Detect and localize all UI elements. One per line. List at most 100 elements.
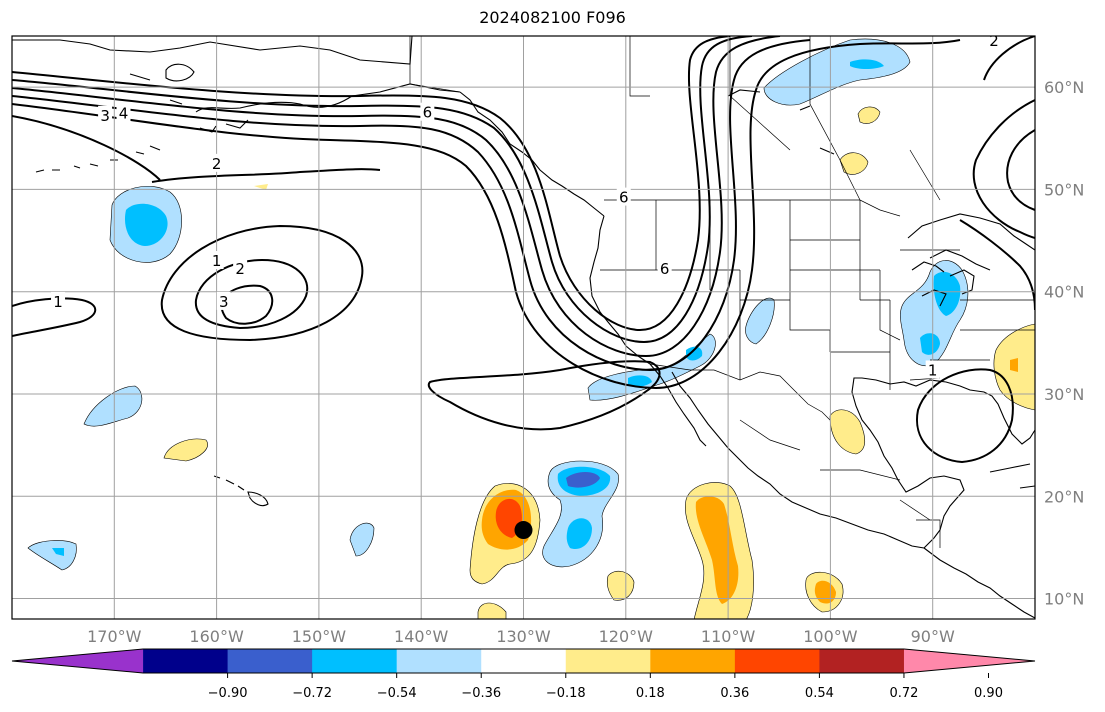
colorbar-tick-label: 0.18 <box>636 686 665 701</box>
contour-label-bg <box>209 251 224 270</box>
contour-label: 1 <box>928 361 938 379</box>
contour-line <box>959 219 1035 311</box>
contour-label: 4 <box>119 105 129 123</box>
contour-label-bg <box>209 153 224 172</box>
contour-label: 6 <box>660 260 670 278</box>
contour-label: 1 <box>212 252 222 270</box>
axis-labels: 170°W 160°W 150°W 140°W 130°W 120°W 110°W 100°W… <box>87 78 1084 646</box>
colorbar-tick-label: 0.72 <box>889 686 918 701</box>
contour-label-bg <box>233 259 248 278</box>
anomaly-region <box>566 518 592 550</box>
contour-line <box>12 297 97 337</box>
contour-line <box>12 36 781 358</box>
colorbar-tick-label: −0.18 <box>546 686 586 701</box>
contour-line <box>972 99 1035 239</box>
coastline <box>589 215 651 365</box>
longitude-label: 150°W <box>292 627 347 646</box>
border <box>600 200 1035 390</box>
colorbar-tick-label: −0.72 <box>292 686 332 701</box>
anomaly-region <box>839 152 869 175</box>
colorbar-extend-max <box>903 649 1035 673</box>
political-borders <box>409 36 1035 548</box>
colorbar-outline <box>11 648 1036 674</box>
colorbar-tick-label: 0.36 <box>720 686 749 701</box>
longitude-label: 90°W <box>911 627 955 646</box>
colorbar: −0.90 −0.72 −0.54 −0.36 −0.18 0.18 0.36 0.54 0.7… <box>11 648 1036 701</box>
contour-label: 6 <box>619 189 629 207</box>
colorbar-segment <box>481 649 567 673</box>
contour-line <box>1006 129 1035 211</box>
contour-label-bg <box>616 187 631 206</box>
latitude-label: 40°N <box>1044 283 1084 302</box>
anomaly-region <box>587 333 716 401</box>
colorbar-segment <box>650 649 736 673</box>
contour-label: 3 <box>100 107 110 125</box>
contour-line <box>427 360 661 431</box>
contour-label: 2 <box>989 32 999 50</box>
longitude-label: 130°W <box>496 627 551 646</box>
border <box>409 36 461 93</box>
contour-line <box>194 258 309 330</box>
contour-line <box>12 39 961 390</box>
latitude-label: 60°N <box>1044 78 1084 97</box>
colorbar-segment <box>143 649 229 673</box>
anomaly-region <box>850 59 884 69</box>
contour-label-bg <box>51 291 66 310</box>
longitude-label: 160°W <box>189 627 244 646</box>
anomaly-region <box>477 602 507 619</box>
map-title: 2024082100 F096 <box>479 8 626 27</box>
colorbar-segment <box>565 649 651 673</box>
coastline <box>12 36 461 113</box>
contour-label: 3 <box>219 293 229 311</box>
colorbar-tick-label: −0.54 <box>377 686 417 701</box>
anomaly-region <box>83 385 143 427</box>
contour-line <box>160 224 364 342</box>
coastlines <box>12 36 1035 619</box>
longitude-label: 170°W <box>87 627 142 646</box>
contour-label: 1 <box>53 293 63 311</box>
latitude-label: 10°N <box>1044 590 1084 609</box>
latitude-label: 20°N <box>1044 487 1084 506</box>
contour-line <box>12 36 731 332</box>
colorbar-tick-label: 0.90 <box>974 686 1003 701</box>
anomaly-region <box>566 472 600 488</box>
latitude-label: 30°N <box>1044 385 1084 404</box>
anomaly-region <box>920 333 940 355</box>
anomaly-region <box>124 203 168 246</box>
contour-lines <box>12 36 1035 464</box>
contour-label-bg <box>925 360 940 379</box>
border <box>739 419 941 548</box>
anomaly-region <box>1010 358 1018 372</box>
anomaly-region <box>686 346 703 361</box>
colorbar-segment <box>734 649 820 673</box>
longitude-label: 120°W <box>599 627 654 646</box>
contour-line <box>12 39 811 372</box>
colorbar-extend-min <box>12 649 144 673</box>
coastline <box>989 463 1035 489</box>
contour-line <box>12 115 161 181</box>
anomaly-region <box>763 38 911 106</box>
contour-line <box>12 36 753 344</box>
anomaly-region <box>628 375 652 387</box>
anomaly-region <box>27 540 77 571</box>
colorbar-segment <box>819 649 905 673</box>
colorbar-segment <box>312 649 398 673</box>
contour-label-bg <box>420 102 435 121</box>
contour-line <box>983 36 1035 81</box>
contour-label-bg <box>98 105 113 124</box>
anomaly-region <box>254 184 268 190</box>
contour-line <box>220 284 274 325</box>
colorbar-segment <box>396 649 482 673</box>
anomaly-region <box>606 570 635 601</box>
border <box>604 199 901 217</box>
colorbar-segment <box>227 649 313 673</box>
contour-label-bg <box>987 36 1002 50</box>
coastline <box>727 89 1035 271</box>
contour-line <box>916 368 1014 464</box>
contour-label: 2 <box>212 155 222 173</box>
anomaly-region <box>52 548 64 556</box>
border <box>629 36 941 201</box>
anomaly-region <box>857 106 881 124</box>
coastline <box>213 475 269 507</box>
